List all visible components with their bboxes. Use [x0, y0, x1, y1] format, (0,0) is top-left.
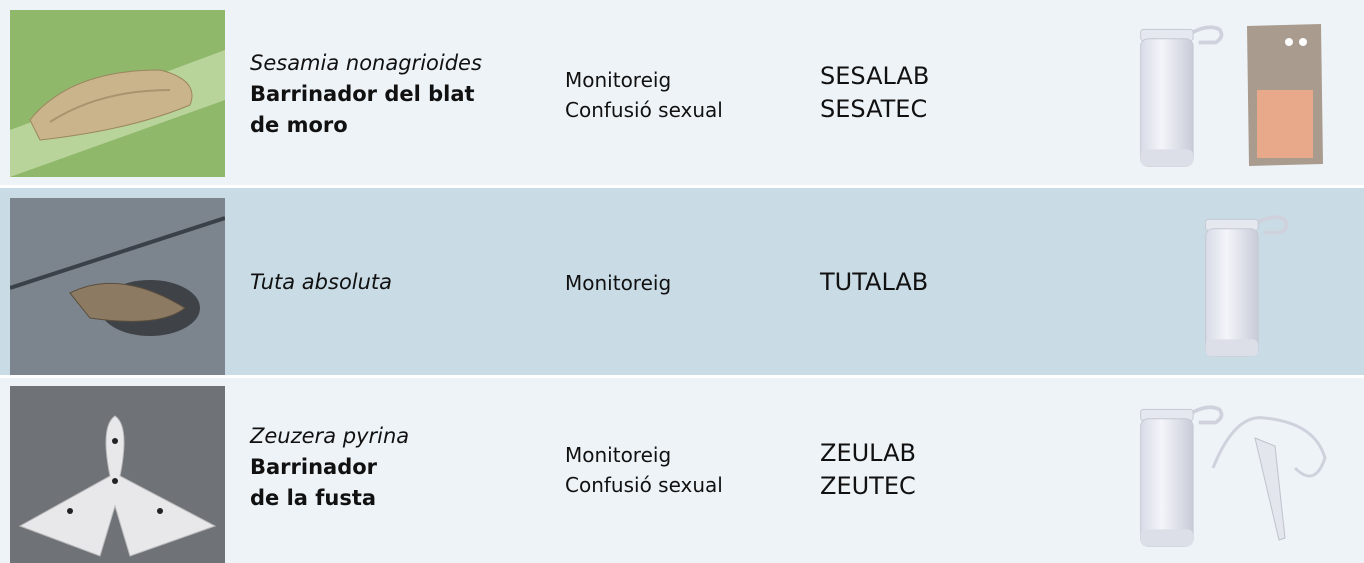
uses-cell: Monitoreig Confusió sexual [565, 65, 723, 125]
use: Monitoreig [565, 271, 672, 295]
use: Monitoreig [565, 443, 672, 467]
common-name: de la fusta [250, 486, 377, 510]
product-code: TUTALAB [820, 268, 929, 296]
use: Confusió sexual [565, 98, 723, 122]
product-code: ZEULAB [820, 439, 916, 467]
product-code: SESATEC [820, 95, 928, 123]
species-name: Sesamia nonagrioides [250, 51, 482, 75]
use: Monitoreig [565, 68, 672, 92]
products-cell: SESALAB SESATEC [820, 60, 929, 126]
species-name: Zeuzera pyrina [250, 424, 410, 448]
use: Confusió sexual [565, 473, 723, 497]
moth-photo [10, 198, 225, 375]
common-name: Barrinador del blat [250, 82, 475, 106]
dispenser-image [1247, 24, 1323, 166]
table-row: Zeuzera pyrina Barrinador de la fusta Mo… [0, 378, 1364, 563]
common-name: Barrinador [250, 455, 378, 479]
table-row: Tuta absoluta Monitoreig TUTALAB [0, 188, 1364, 375]
vial-image [1130, 20, 1230, 170]
moth-photo [10, 386, 225, 563]
species-cell: Sesamia nonagrioides Barrinador del blat… [250, 48, 482, 141]
common-name: de moro [250, 113, 348, 137]
species-cell: Zeuzera pyrina Barrinador de la fusta [250, 421, 409, 514]
moth-photo [10, 10, 225, 177]
uses-cell: Monitoreig [565, 268, 671, 298]
dispenser-image [1211, 416, 1327, 541]
product-code: ZEUTEC [820, 472, 916, 500]
uses-cell: Monitoreig Confusió sexual [565, 440, 723, 500]
vial-image [1195, 210, 1295, 360]
products-cell: TUTALAB [820, 266, 928, 299]
table-row: Sesamia nonagrioides Barrinador del blat… [0, 0, 1364, 185]
species-cell: Tuta absoluta [250, 267, 392, 298]
product-code: SESALAB [820, 62, 930, 90]
products-cell: ZEULAB ZEUTEC [820, 437, 916, 503]
species-name: Tuta absoluta [250, 270, 393, 294]
